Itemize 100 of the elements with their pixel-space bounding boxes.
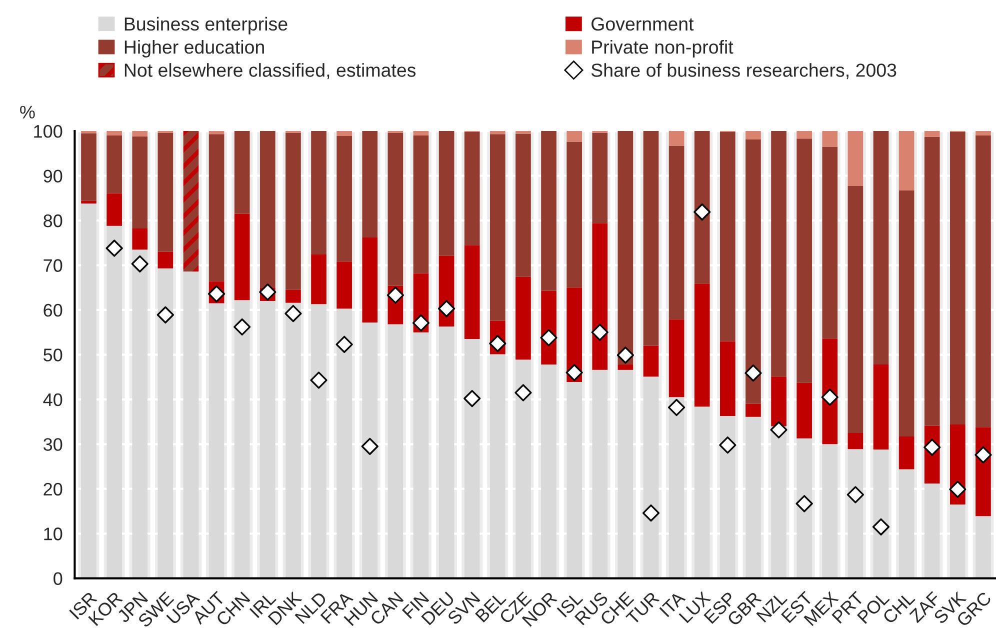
bar: [898, 190, 914, 437]
bar: [771, 426, 786, 578]
point: [694, 203, 711, 221]
bar: [976, 131, 991, 136]
bar: [516, 131, 531, 134]
bar: [950, 504, 966, 578]
bar: [106, 131, 122, 136]
bar: [873, 364, 889, 450]
bar: [720, 132, 736, 342]
bar: [413, 136, 429, 274]
point: [668, 398, 686, 416]
point: [846, 486, 864, 504]
bar: [822, 146, 838, 339]
legend-label: Government: [592, 17, 694, 31]
bar: [490, 354, 506, 578]
point: [234, 318, 251, 336]
bar: [158, 268, 174, 578]
point: [821, 388, 838, 406]
bar: [413, 131, 429, 136]
point: [284, 304, 302, 322]
point: [514, 384, 532, 402]
bar: [873, 131, 889, 365]
bar: [898, 436, 914, 470]
bar: [208, 131, 224, 134]
bar: [771, 376, 786, 426]
bar: [158, 132, 174, 252]
y-tick-label: 0: [54, 572, 62, 586]
bar: [413, 332, 429, 578]
y-tick-label: 30: [44, 438, 62, 451]
bar: [132, 250, 148, 578]
bar: [286, 302, 301, 578]
bar: [720, 341, 736, 416]
bar: [848, 186, 864, 433]
bar: [668, 397, 684, 578]
legend-label: Private non-profit: [592, 40, 734, 58]
point: [259, 284, 276, 301]
point: [131, 255, 148, 272]
point: [744, 364, 762, 382]
bar: [336, 262, 352, 309]
bar: [362, 131, 378, 238]
bar: [132, 131, 148, 136]
bar: [388, 324, 404, 578]
bar: [208, 134, 224, 282]
bar: [898, 131, 914, 191]
point: [949, 480, 966, 498]
point: [310, 372, 328, 389]
y-tick-label: 40: [43, 393, 62, 406]
point: [770, 421, 788, 438]
bar: [643, 346, 659, 377]
point: [974, 446, 992, 464]
bar: [592, 223, 608, 370]
bar: [566, 142, 582, 288]
bar: [592, 370, 608, 578]
bar: [183, 131, 199, 272]
point: [719, 436, 736, 454]
point: [386, 286, 404, 304]
y-tick-label: 100: [34, 124, 62, 138]
legend-label: Share of business researchers, 2003: [591, 63, 896, 80]
y-tick-label: 80: [44, 214, 62, 228]
bar: [234, 131, 250, 214]
legend-label: Not elsewhere classified, estimates: [124, 63, 416, 80]
bar: [516, 134, 531, 277]
bar: [362, 322, 378, 578]
bar: [81, 133, 96, 201]
bar: [822, 131, 838, 147]
bar: [286, 290, 301, 303]
y-tick-label: 60: [44, 304, 62, 317]
point: [616, 346, 634, 364]
bar: [81, 200, 96, 204]
bar: [490, 131, 506, 134]
bar: [464, 132, 480, 246]
bar: [541, 364, 556, 578]
bar: [746, 416, 761, 578]
y-tick-label: 50: [44, 348, 62, 362]
bar: [694, 284, 710, 407]
point: [872, 518, 890, 536]
bar: [796, 382, 812, 438]
bar: [618, 370, 634, 578]
bar: [311, 304, 326, 578]
bar: [516, 360, 531, 578]
bar: [208, 303, 224, 578]
point: [208, 285, 226, 302]
bar: [771, 131, 786, 377]
bar: [746, 131, 761, 140]
bar: [106, 136, 122, 194]
bar: [822, 444, 838, 578]
bar: [464, 245, 480, 340]
bar: [336, 308, 352, 578]
bar: [516, 276, 531, 360]
bar: [976, 136, 991, 428]
bar: [848, 131, 864, 186]
bar: [336, 131, 352, 136]
bar: [976, 516, 991, 578]
legend-label: Higher education: [124, 40, 264, 58]
point: [591, 324, 608, 341]
bar: [694, 131, 710, 284]
y-tick-label: 70: [44, 259, 62, 272]
bar: [438, 131, 454, 256]
bar: [260, 131, 276, 288]
y-tick-label: 90: [44, 170, 62, 182]
